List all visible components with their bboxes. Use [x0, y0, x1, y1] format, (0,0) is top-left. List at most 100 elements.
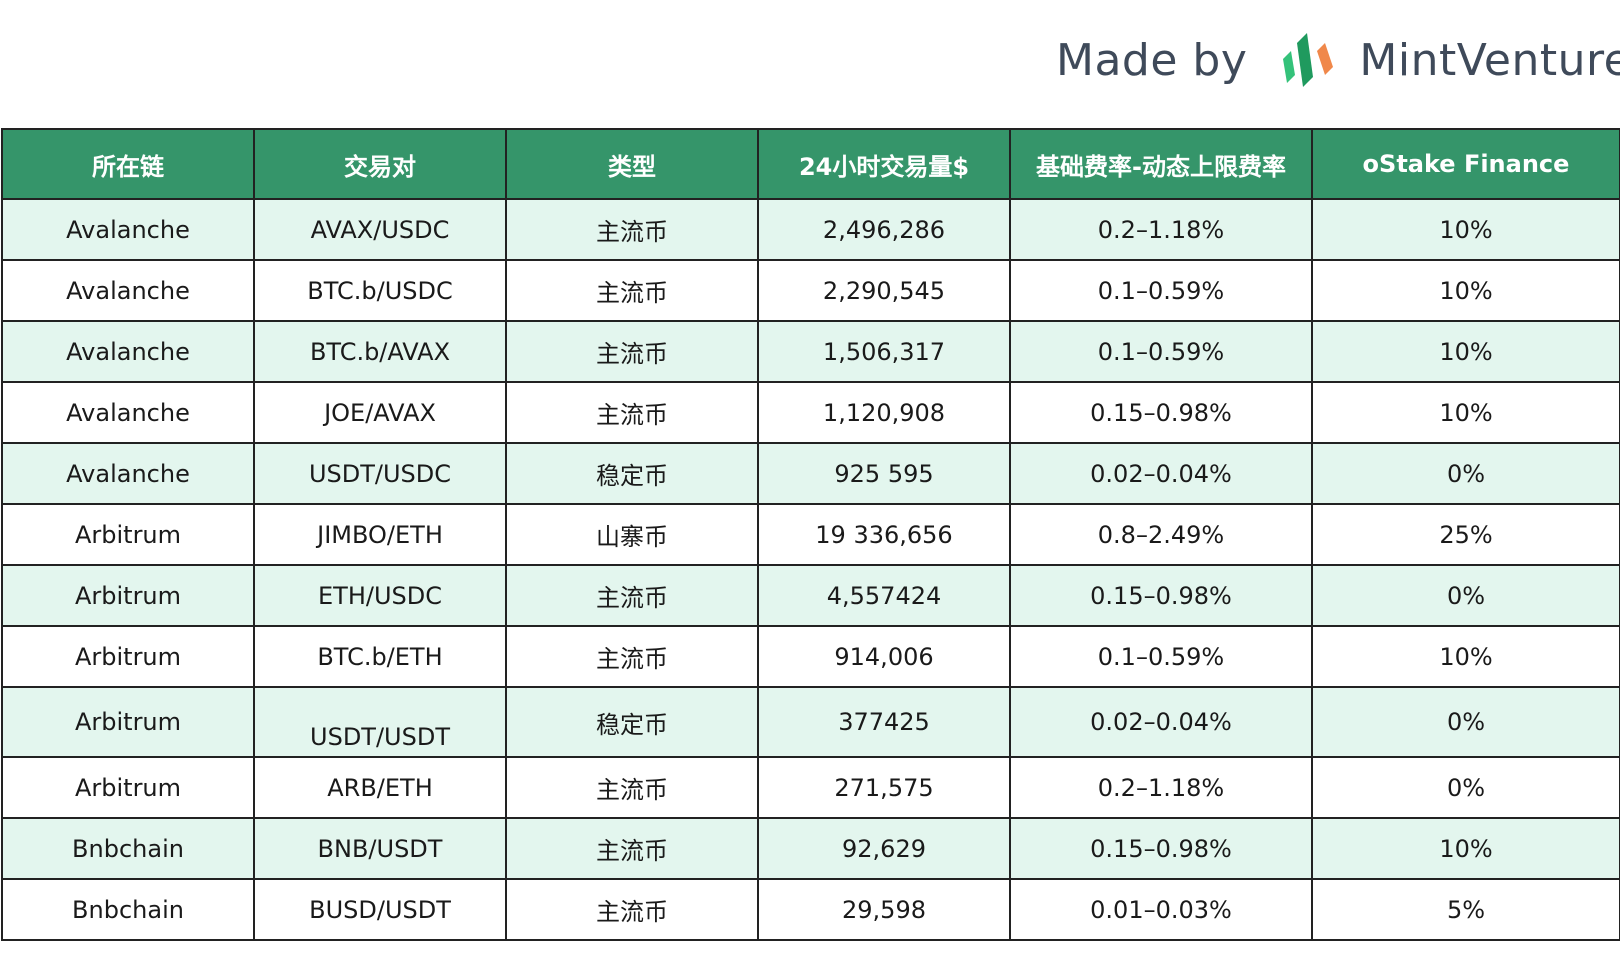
- cell-type: 主流币: [505, 381, 759, 444]
- cell-ostake: 10%: [1311, 320, 1620, 383]
- cell-chain: Avalanche: [1, 320, 255, 383]
- table-row: Arbitrum USDT/USDT 稳定币 377425 0.02–0.04%…: [1, 686, 1620, 758]
- header-type: 类型: [505, 128, 759, 200]
- made-by-label: Made by: [1056, 34, 1248, 86]
- cell-fee-rate: 0.02–0.04%: [1009, 686, 1313, 758]
- cell-fee-rate: 0.15–0.98%: [1009, 381, 1313, 444]
- cell-ostake: 10%: [1311, 625, 1620, 688]
- cell-chain: Bnbchain: [1, 878, 255, 941]
- logo-bar-1: [1283, 51, 1296, 83]
- cell-chain: Arbitrum: [1, 503, 255, 566]
- cell-ostake: 0%: [1311, 756, 1620, 819]
- cell-volume: 92,629: [757, 817, 1011, 880]
- cell-volume: 29,598: [757, 878, 1011, 941]
- cell-type: 主流币: [505, 817, 759, 880]
- cell-ostake: 0%: [1311, 442, 1620, 505]
- cell-chain: Arbitrum: [1, 564, 255, 627]
- cell-type: 主流币: [505, 756, 759, 819]
- cell-volume: 914,006: [757, 625, 1011, 688]
- table-row: Arbitrum JIMBO/ETH 山寨币 19 336,656 0.8–2.…: [1, 503, 1620, 566]
- cell-fee-rate: 0.2–1.18%: [1009, 198, 1313, 261]
- cell-chain: Arbitrum: [1, 625, 255, 688]
- table-row: Avalanche BTC.b/AVAX 主流币 1,506,317 0.1–0…: [1, 320, 1620, 383]
- cell-ostake: 0%: [1311, 564, 1620, 627]
- header-ostake: oStake Finance: [1311, 128, 1620, 200]
- cell-pair-text: USDT/USDT: [310, 723, 450, 751]
- cell-pair: BNB/USDT: [253, 817, 507, 880]
- cell-ostake: 5%: [1311, 878, 1620, 941]
- cell-fee-rate: 0.1–0.59%: [1009, 625, 1313, 688]
- cell-fee-rate: 0.8–2.49%: [1009, 503, 1313, 566]
- cell-pair: BUSD/USDT: [253, 878, 507, 941]
- cell-volume: 1,506,317: [757, 320, 1011, 383]
- cell-pair: BTC.b/ETH: [253, 625, 507, 688]
- cell-fee-rate: 0.2–1.18%: [1009, 756, 1313, 819]
- cell-fee-rate: 0.15–0.98%: [1009, 817, 1313, 880]
- cell-type: 主流币: [505, 878, 759, 941]
- table-row: Avalanche JOE/AVAX 主流币 1,120,908 0.15–0.…: [1, 381, 1620, 444]
- table-row: Avalanche BTC.b/USDC 主流币 2,290,545 0.1–0…: [1, 259, 1620, 322]
- mint-ventures-logo-icon: [1283, 33, 1334, 87]
- table-row: Arbitrum ARB/ETH 主流币 271,575 0.2–1.18% 0…: [1, 756, 1620, 819]
- cell-type: 主流币: [505, 564, 759, 627]
- table-row: Arbitrum BTC.b/ETH 主流币 914,006 0.1–0.59%…: [1, 625, 1620, 688]
- cell-chain: Bnbchain: [1, 817, 255, 880]
- cell-pair: BTC.b/AVAX: [253, 320, 507, 383]
- fee-table: 所在链 交易对 类型 24小时交易量$ 基础费率-动态上限费率 oStake F…: [1, 128, 1620, 941]
- cell-chain: Avalanche: [1, 198, 255, 261]
- cell-ostake: 10%: [1311, 817, 1620, 880]
- cell-pair: ETH/USDC: [253, 564, 507, 627]
- cell-ostake: 25%: [1311, 503, 1620, 566]
- table-row: Avalanche AVAX/USDC 主流币 2,496,286 0.2–1.…: [1, 198, 1620, 261]
- cell-volume: 1,120,908: [757, 381, 1011, 444]
- header-chain: 所在链: [1, 128, 255, 200]
- cell-chain: Avalanche: [1, 381, 255, 444]
- logo-bar-3: [1317, 43, 1334, 75]
- cell-pair: AVAX/USDC: [253, 198, 507, 261]
- cell-fee-rate: 0.1–0.59%: [1009, 259, 1313, 322]
- cell-chain: Avalanche: [1, 442, 255, 505]
- cell-ostake: 10%: [1311, 381, 1620, 444]
- cell-pair: JOE/AVAX: [253, 381, 507, 444]
- cell-pair: USDT/USDC: [253, 442, 507, 505]
- header-row: 所在链 交易对 类型 24小时交易量$ 基础费率-动态上限费率 oStake F…: [1, 128, 1620, 200]
- cell-volume: 2,290,545: [757, 259, 1011, 322]
- cell-volume: 271,575: [757, 756, 1011, 819]
- cell-fee-rate: 0.15–0.98%: [1009, 564, 1313, 627]
- cell-chain: Arbitrum: [1, 686, 255, 758]
- header-fee-rate: 基础费率-动态上限费率: [1009, 128, 1313, 200]
- cell-type: 山寨币: [505, 503, 759, 566]
- cell-type: 稳定币: [505, 442, 759, 505]
- brand-name: MintVentures: [1359, 34, 1620, 86]
- cell-fee-rate: 0.02–0.04%: [1009, 442, 1313, 505]
- cell-pair: JIMBO/ETH: [253, 503, 507, 566]
- cell-volume: 19 336,656: [757, 503, 1011, 566]
- header-volume: 24小时交易量$: [757, 128, 1011, 200]
- cell-volume: 2,496,286: [757, 198, 1011, 261]
- cell-type: 主流币: [505, 259, 759, 322]
- cell-volume: 377425: [757, 686, 1011, 758]
- cell-fee-rate: 0.1–0.59%: [1009, 320, 1313, 383]
- cell-type: 主流币: [505, 320, 759, 383]
- cell-pair: ARB/ETH: [253, 756, 507, 819]
- header-pair: 交易对: [253, 128, 507, 200]
- table-row: Bnbchain BUSD/USDT 主流币 29,598 0.01–0.03%…: [1, 878, 1620, 941]
- table-row: Arbitrum ETH/USDC 主流币 4,557424 0.15–0.98…: [1, 564, 1620, 627]
- cell-type: 稳定币: [505, 686, 759, 758]
- cell-pair: USDT/USDT: [253, 686, 507, 758]
- cell-ostake: 10%: [1311, 198, 1620, 261]
- cell-chain: Avalanche: [1, 259, 255, 322]
- cell-fee-rate: 0.01–0.03%: [1009, 878, 1313, 941]
- cell-pair: BTC.b/USDC: [253, 259, 507, 322]
- table-row: Avalanche USDT/USDC 稳定币 925 595 0.02–0.0…: [1, 442, 1620, 505]
- table-row: Bnbchain BNB/USDT 主流币 92,629 0.15–0.98% …: [1, 817, 1620, 880]
- cell-type: 主流币: [505, 625, 759, 688]
- cell-ostake: 10%: [1311, 259, 1620, 322]
- brand-header: Made by MintVentures: [1056, 28, 1620, 92]
- cell-volume: 4,557424: [757, 564, 1011, 627]
- cell-type: 主流币: [505, 198, 759, 261]
- cell-volume: 925 595: [757, 442, 1011, 505]
- cell-ostake: 0%: [1311, 686, 1620, 758]
- logo-bar-2: [1297, 33, 1314, 87]
- cell-chain: Arbitrum: [1, 756, 255, 819]
